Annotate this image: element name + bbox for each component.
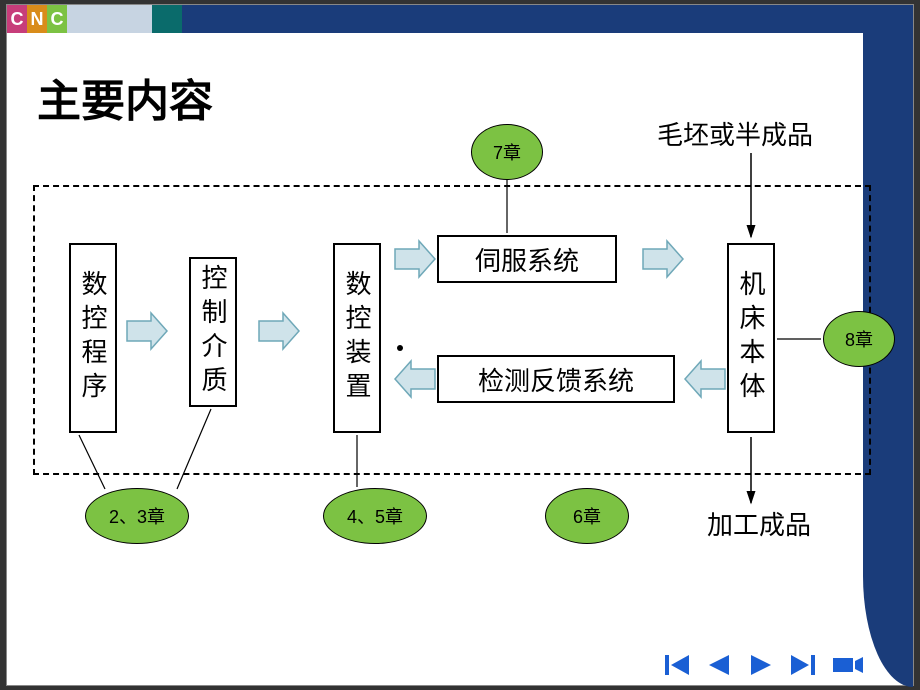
block-arrow-3 bbox=[643, 241, 683, 277]
nav-last-icon[interactable] bbox=[789, 655, 815, 675]
connector-line-2 bbox=[79, 435, 105, 489]
box-ctrl_medium: 控制介质 bbox=[189, 257, 237, 407]
chapter-badge-ch7: 7章 bbox=[471, 124, 543, 180]
diagram-canvas bbox=[7, 5, 915, 687]
box-label-servo: 伺服系统 bbox=[475, 241, 579, 278]
label-output: 加工成品 bbox=[707, 505, 811, 542]
box-machine_body: 机床本体 bbox=[727, 243, 775, 433]
box-label-machine_body: 机床本体 bbox=[738, 270, 764, 406]
connector-line-3 bbox=[177, 409, 211, 489]
slide: C N C 主要内容 数控程序控制介质数控装置伺服系统检测反馈系统机床本体 7章… bbox=[6, 4, 914, 686]
chapter-badge-ch23: 2、3章 bbox=[85, 488, 189, 544]
nav-next-icon[interactable] bbox=[749, 655, 771, 675]
box-nc_program: 数控程序 bbox=[69, 243, 117, 433]
block-arrow-5 bbox=[685, 361, 725, 397]
box-nc_device: 数控装置 bbox=[333, 243, 381, 433]
block-arrow-0 bbox=[127, 313, 167, 349]
label-input: 毛坯或半成品 bbox=[657, 115, 813, 152]
box-label-ctrl_medium: 控制介质 bbox=[200, 264, 226, 400]
box-label-nc_program: 数控程序 bbox=[80, 270, 106, 406]
box-label-feedback: 检测反馈系统 bbox=[478, 361, 634, 398]
chapter-badge-ch8: 8章 bbox=[823, 311, 895, 367]
center-dot bbox=[397, 345, 403, 351]
nav-camera-icon[interactable] bbox=[833, 655, 863, 675]
box-label-nc_device: 数控装置 bbox=[344, 270, 370, 406]
chapter-badge-ch45: 4、5章 bbox=[323, 488, 427, 544]
box-servo: 伺服系统 bbox=[437, 235, 617, 283]
block-arrow-4 bbox=[395, 361, 435, 397]
box-feedback: 检测反馈系统 bbox=[437, 355, 675, 403]
block-arrow-2 bbox=[395, 241, 435, 277]
block-arrow-1 bbox=[259, 313, 299, 349]
nav-buttons bbox=[665, 655, 863, 675]
nav-prev-icon[interactable] bbox=[709, 655, 731, 675]
chapter-badge-ch6: 6章 bbox=[545, 488, 629, 544]
nav-first-icon[interactable] bbox=[665, 655, 691, 675]
